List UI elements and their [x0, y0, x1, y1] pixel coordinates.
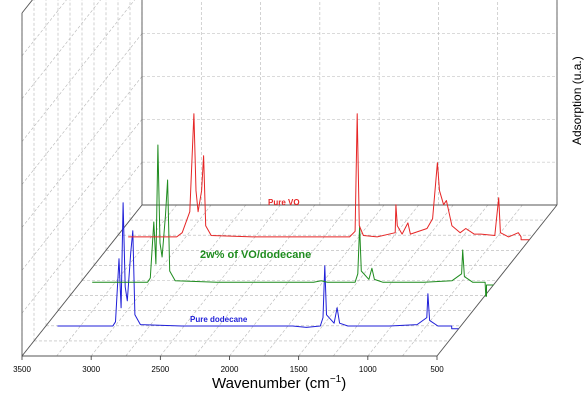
- series-line-0: [57, 202, 459, 330]
- floor-grid-line: [90, 204, 212, 357]
- y-axis-label: Adsorption (u.a.): [570, 56, 584, 145]
- x-tick-label: 1000: [359, 365, 377, 374]
- axis-frame-edge: [436, 204, 558, 357]
- side-wall-grid-line: [21, 76, 143, 228]
- x-axis-label: Wavenumber (cm−1): [212, 374, 346, 392]
- floor-grid-line: [125, 204, 246, 357]
- axis-frame-edge: [21, 204, 143, 357]
- side-wall-grid-line: [21, 0, 33, 14]
- x-tick-label: 2500: [151, 365, 169, 374]
- series-line-1: [92, 144, 494, 297]
- axis-frame-edge: [21, 0, 33, 14]
- series-labels: Pure dodecane 2w% of VO/dodecane Pure VO: [190, 198, 311, 324]
- series-label-pure-vo: Pure VO: [268, 198, 300, 207]
- x-tick-label: 3000: [82, 365, 100, 374]
- series-label-pure-dodecane: Pure dodecane: [190, 315, 248, 324]
- series-lines: [57, 113, 530, 330]
- x-tick-labels: 3500 3000 2500 2000 1500 1000 500: [13, 365, 444, 374]
- x-tick-label: 2000: [221, 365, 239, 374]
- side-wall-grid-line: [21, 0, 135, 142]
- x-tick-label: 500: [430, 365, 444, 374]
- side-wall-grid-line: [21, 0, 67, 57]
- grid: [21, 0, 558, 360]
- x-tick-label: 3500: [13, 365, 31, 374]
- series-label-vo-dodecane: 2w% of VO/dodecane: [200, 249, 311, 261]
- x-tick-label: 1500: [290, 365, 308, 374]
- floor-grid-line: [160, 204, 281, 357]
- series-line-2: [128, 113, 530, 241]
